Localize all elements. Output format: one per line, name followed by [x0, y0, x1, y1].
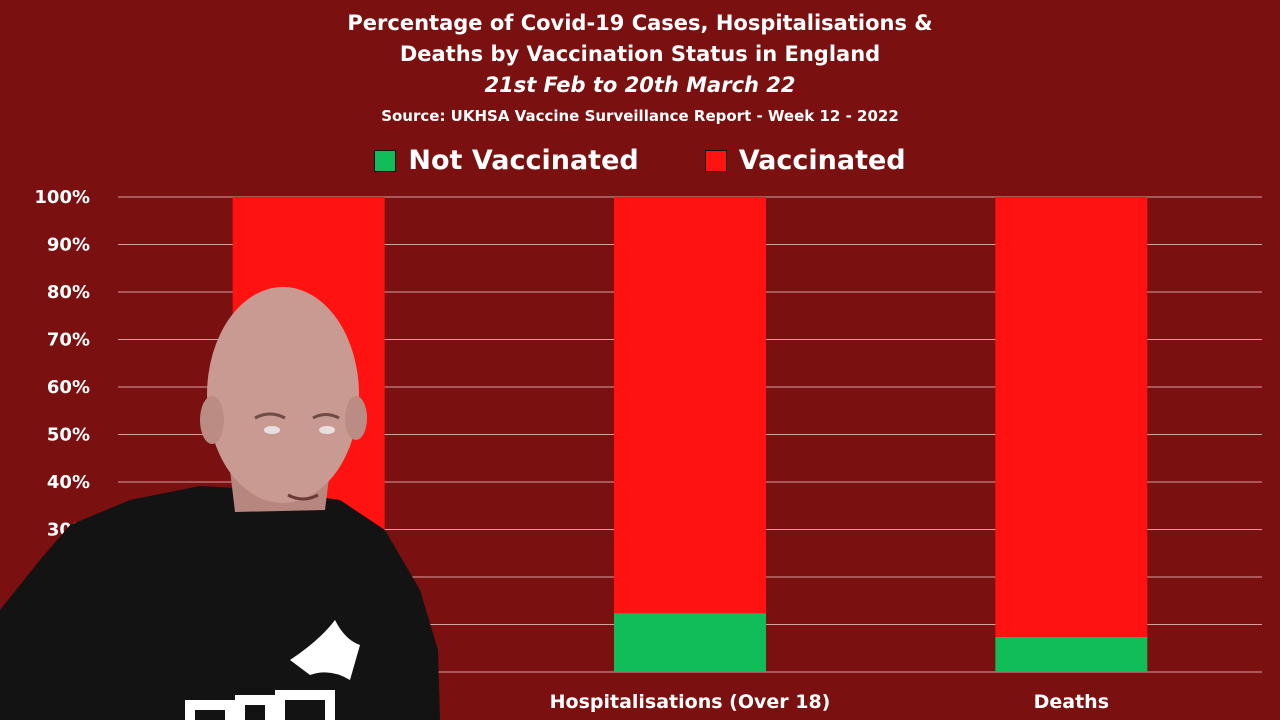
x-category-label: Deaths — [1034, 691, 1109, 713]
presenter-ear-right — [345, 396, 367, 440]
bar-segment-vaccinated — [995, 197, 1148, 637]
y-tick-label: 80% — [47, 282, 90, 303]
y-tick-label: 40% — [47, 472, 90, 493]
presenter-mouth — [287, 493, 319, 501]
legend-item-vaccinated: Vaccinated — [704, 145, 906, 176]
y-tick-label: 100% — [34, 187, 90, 208]
presenter-eye-left — [264, 426, 280, 434]
legend-label-not-vaccinated: Not Vaccinated — [408, 145, 639, 176]
bar-segment-not-vaccinated — [614, 613, 766, 672]
x-category-label: Hospitalisations (Over 18) — [550, 691, 831, 713]
legend-label-vaccinated: Vaccinated — [738, 145, 906, 176]
legend-swatch-vaccinated — [704, 149, 727, 172]
chart-titles: Percentage of Covid-19 Cases, Hospitalis… — [0, 8, 1280, 129]
y-tick-label: 90% — [47, 235, 90, 256]
y-tick-label: 50% — [47, 425, 90, 446]
puma-wordmark — [185, 690, 335, 720]
bar-segment-vaccinated — [614, 197, 766, 614]
presenter-body — [0, 486, 440, 720]
y-tick-label: 70% — [47, 330, 90, 351]
chart-title-line2: Deaths by Vaccination Status in England — [399, 42, 881, 66]
chart-title-line1: Percentage of Covid-19 Cases, Hospitalis… — [347, 11, 933, 35]
presenter-eye-right — [319, 426, 335, 434]
chart-legend: Not Vaccinated Vaccinated — [0, 145, 1280, 176]
chart-source: Source: UKHSA Vaccine Surveillance Repor… — [381, 107, 899, 125]
presenter-ear-left — [200, 396, 224, 444]
puma-logo — [290, 620, 360, 680]
presenter-head — [207, 287, 359, 503]
chart-date-range: 21st Feb to 20th March 22 — [484, 73, 796, 97]
bar-segment-not-vaccinated — [995, 636, 1148, 672]
legend-swatch-not-vaccinated — [374, 149, 397, 172]
presenter-brows — [254, 412, 340, 420]
y-tick-label: 60% — [47, 377, 90, 398]
legend-item-not-vaccinated: Not Vaccinated — [374, 145, 639, 176]
